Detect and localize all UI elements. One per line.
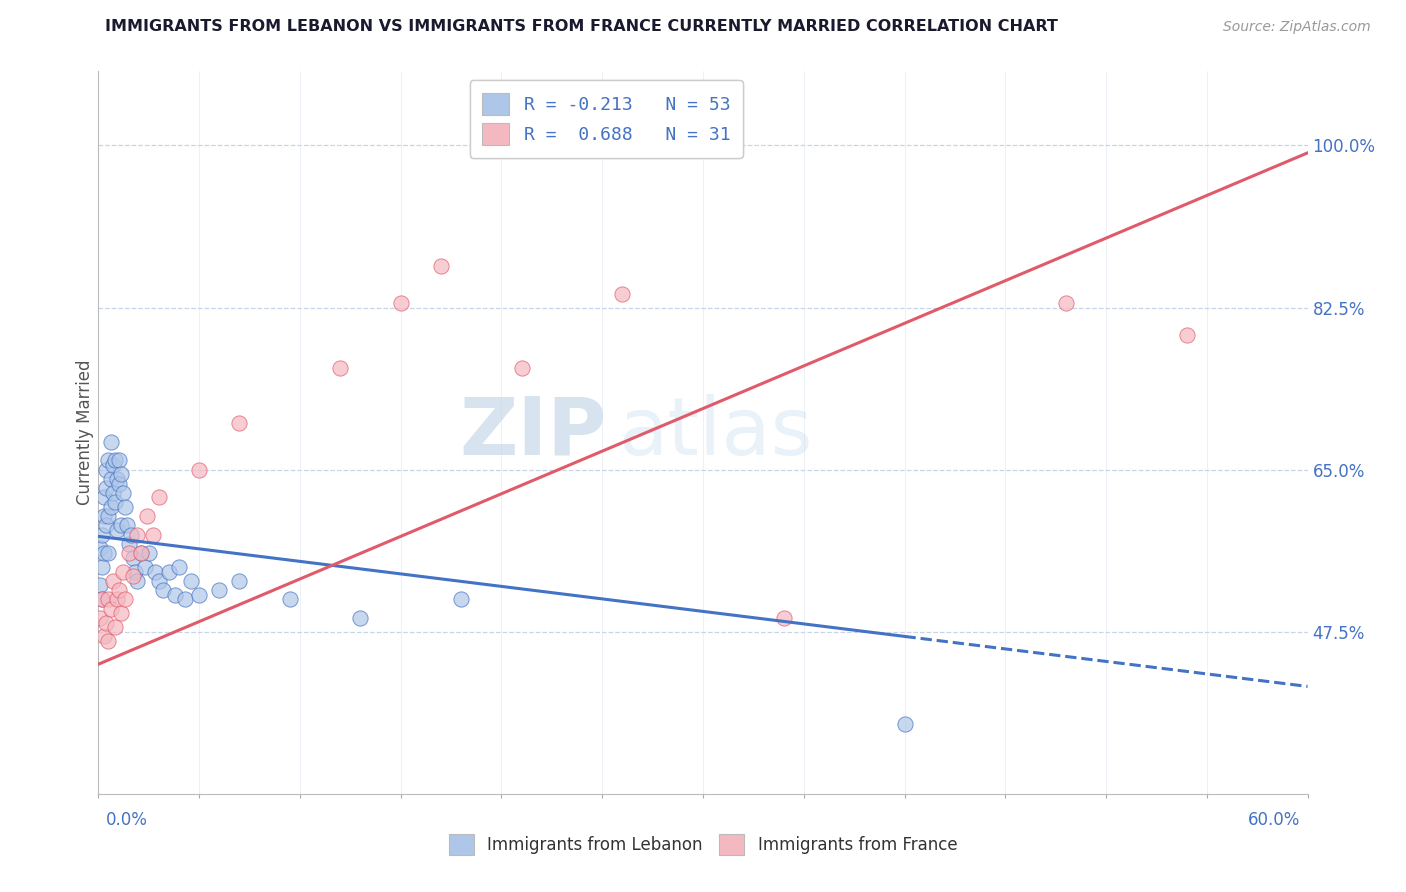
Point (110, 518, 132, 533)
Point (125, 527, 148, 541)
Point (91, 527, 114, 541)
Point (107, 476, 129, 491)
Point (105, 592, 128, 607)
Point (772, 611, 794, 625)
Point (101, 574, 124, 588)
Point (174, 592, 197, 607)
Point (96, 518, 118, 533)
Point (103, 620, 125, 634)
Point (111, 565, 134, 579)
Point (93, 629, 115, 643)
Point (163, 588, 186, 602)
Point (103, 495, 125, 509)
Point (103, 453, 125, 467)
Point (115, 518, 138, 533)
Point (114, 500, 136, 514)
Point (349, 611, 371, 625)
Point (450, 592, 472, 607)
Legend: R = -0.213   N = 53, R =  0.688   N = 31: R = -0.213 N = 53, R = 0.688 N = 31 (470, 80, 742, 158)
Point (101, 485, 124, 500)
Point (134, 560, 156, 574)
Point (107, 453, 129, 467)
Point (114, 592, 136, 607)
Text: 0.0%: 0.0% (105, 811, 148, 829)
Point (329, 360, 352, 375)
Text: atlas: atlas (619, 393, 813, 472)
Point (105, 472, 128, 486)
Point (510, 360, 533, 375)
Point (228, 574, 250, 588)
Point (91, 560, 114, 574)
Point (148, 574, 170, 588)
Legend: Immigrants from Lebanon, Immigrants from France: Immigrants from Lebanon, Immigrants from… (441, 828, 965, 862)
Point (100, 601, 122, 615)
Point (135, 508, 157, 523)
Point (430, 259, 453, 273)
Point (97, 592, 120, 607)
Point (120, 527, 142, 541)
Point (148, 491, 170, 505)
Point (121, 569, 143, 583)
Point (129, 546, 152, 560)
Point (96, 463, 118, 477)
Point (110, 467, 132, 482)
Text: Source: ZipAtlas.com: Source: ZipAtlas.com (1223, 21, 1371, 34)
Point (389, 296, 412, 310)
Point (612, 286, 634, 301)
Point (152, 583, 174, 598)
Point (118, 546, 141, 560)
Point (228, 417, 250, 431)
Point (89, 578, 111, 592)
Point (97, 508, 120, 523)
Point (96, 481, 118, 495)
Point (89, 611, 111, 625)
Point (124, 565, 146, 579)
Text: 60.0%: 60.0% (1249, 811, 1301, 829)
Point (208, 583, 231, 598)
Point (91, 592, 114, 607)
Point (143, 565, 166, 579)
Y-axis label: Currently Married: Currently Married (76, 359, 94, 506)
Point (93, 546, 115, 560)
Point (110, 607, 132, 621)
Point (180, 574, 202, 588)
Point (100, 472, 122, 486)
Point (188, 588, 211, 602)
Point (125, 574, 148, 588)
Point (96, 615, 118, 630)
Point (89, 541, 111, 556)
Point (97, 453, 120, 467)
Point (118, 537, 141, 551)
Point (188, 463, 211, 477)
Point (105, 523, 128, 537)
Point (107, 583, 129, 598)
Point (97, 546, 120, 560)
Point (97, 634, 120, 648)
Point (91, 592, 114, 607)
Point (157, 565, 180, 579)
Point (101, 458, 124, 472)
Point (100, 434, 122, 449)
Point (142, 527, 165, 541)
Point (111, 485, 134, 500)
Point (129, 546, 152, 560)
Point (1054, 296, 1077, 310)
Point (121, 550, 143, 565)
Point (100, 500, 122, 514)
Point (138, 546, 160, 560)
Text: ZIP: ZIP (458, 393, 606, 472)
Point (278, 592, 301, 607)
Point (93, 508, 115, 523)
Point (93, 491, 115, 505)
Text: IMMIGRANTS FROM LEBANON VS IMMIGRANTS FROM FRANCE CURRENTLY MARRIED CORRELATION : IMMIGRANTS FROM LEBANON VS IMMIGRANTS FR… (105, 20, 1059, 34)
Point (167, 560, 190, 574)
Point (893, 717, 915, 731)
Point (1175, 328, 1198, 343)
